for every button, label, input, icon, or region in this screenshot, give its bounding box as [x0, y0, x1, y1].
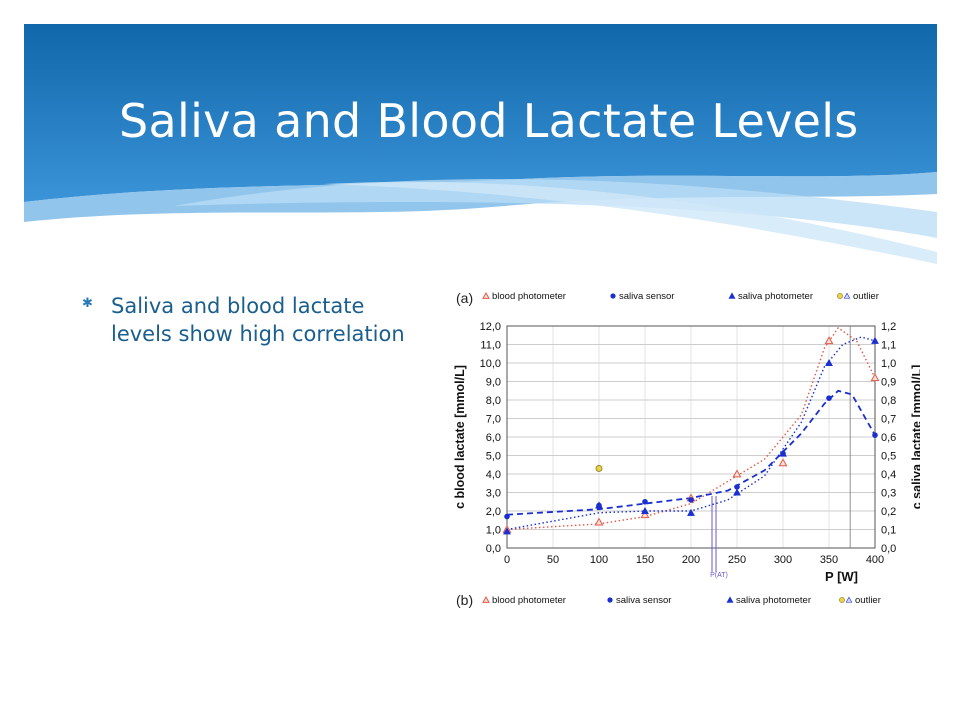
legend-top: blood photometer saliva sensor saliva phot… — [482, 291, 879, 302]
bullet-asterisk-icon: ✱ — [82, 296, 93, 311]
legend-outlier-marker — [843, 292, 851, 299]
y-tick-label: 9,0 — [486, 377, 501, 389]
y-tick-label: 12,0 — [480, 321, 501, 333]
y-tick-label: 7,0 — [486, 414, 501, 426]
x-tick-label: 100 — [590, 554, 608, 566]
y2-tick-label: 1,0 — [881, 358, 896, 370]
saliva-photometer-point — [641, 506, 649, 515]
y-tick-label: 1,0 — [486, 525, 501, 537]
y2-tick-label: 0,2 — [881, 506, 896, 518]
y-axis-label: c blood lactate [mmol/L] — [453, 365, 467, 509]
x-tick-label: 300 — [774, 554, 792, 566]
panel-label-a: (a) — [456, 290, 473, 306]
blood-photometer-point — [732, 469, 742, 478]
y2-tick-label: 0,8 — [881, 395, 896, 407]
pat-marker — [711, 326, 851, 572]
y-tick-label: 8,0 — [486, 395, 501, 407]
legend-saliva-photometer-marker — [726, 596, 734, 603]
y-tick-label: 10,0 — [480, 358, 501, 370]
header-banner: Saliva and Blood Lactate Levels — [24, 24, 937, 264]
legend-saliva-sensor-marker — [610, 293, 616, 299]
header-wave-background — [24, 24, 937, 264]
legend-outlier-marker — [837, 293, 843, 299]
saliva-photometer-point — [733, 488, 741, 496]
legend-blood-photometer-marker — [482, 291, 490, 299]
legend-label: outlier — [855, 595, 881, 606]
blood-photometer-point — [824, 336, 834, 345]
bullet-item: Saliva and blood lactate levels show hig… — [111, 294, 405, 346]
chart-series — [502, 326, 880, 535]
blood-photometer-point — [640, 510, 650, 519]
pat-marker-label: P(AT) — [710, 572, 728, 579]
y2-tick-label: 0,4 — [881, 469, 896, 481]
blood-photometer-point — [594, 517, 604, 526]
x-tick-label: 0 — [504, 554, 510, 566]
blood-photometer-point — [778, 458, 788, 467]
outlier-point — [595, 465, 603, 472]
legend-outlier-marker — [839, 597, 845, 603]
y2-tick-label: 1,2 — [881, 321, 896, 333]
saliva-photometer-point — [503, 527, 511, 535]
lactate-chart: (a) blood photometer saliva sensor saliva … — [453, 290, 920, 608]
legend-saliva-sensor-marker — [607, 597, 613, 603]
saliva-sensor-point — [780, 450, 786, 457]
y2-tick-label: 0,6 — [881, 432, 896, 444]
saliva-photometer-point — [687, 508, 695, 516]
y2-axis-label: c saliva lactate [mmol/L] — [910, 365, 920, 510]
y-tick-label: 6,0 — [486, 432, 501, 444]
y2-tick-label: 0,0 — [881, 543, 896, 555]
x-tick-label: 400 — [866, 554, 884, 566]
legend-saliva-photometer-marker — [728, 292, 736, 299]
y-tick-label: 3,0 — [486, 488, 501, 500]
legend-bottom: blood photometer saliva sensor saliva phot… — [482, 595, 881, 606]
y2-tick-label: 0,1 — [881, 525, 896, 537]
legend-label: saliva photometer — [736, 595, 811, 606]
saliva-photometer-point — [825, 358, 833, 367]
saliva-sensor-point — [596, 502, 602, 509]
legend-label: blood photometer — [492, 291, 566, 302]
y2-tick-label: 1,1 — [881, 340, 896, 352]
y-axis-ticks: 0,0 1,0 2,0 3,0 4,0 5,0 6,0 7,0 8,0 9,0 10,0 11,0 12… — [480, 321, 501, 555]
saliva-sensor-point — [872, 432, 878, 438]
y2-tick-label: 0,7 — [881, 414, 896, 426]
saliva-sensor-point — [688, 497, 694, 503]
saliva-sensor-point — [642, 498, 648, 505]
y-tick-label: 2,0 — [486, 506, 501, 518]
x-tick-label: 350 — [820, 554, 838, 566]
saliva-sensor-fit-line — [506, 389, 876, 516]
y2-tick-label: 0,5 — [881, 451, 896, 463]
legend-label: outlier — [853, 291, 879, 302]
slide-title: Saliva and Blood Lactate Levels — [119, 94, 859, 148]
legend-label: saliva photometer — [738, 291, 813, 302]
saliva-sensor-point — [826, 395, 832, 401]
panel-label-b: (b) — [456, 592, 473, 608]
saliva-photometer-fit-line — [506, 336, 876, 531]
y-tick-label: 11,0 — [480, 340, 501, 352]
blood-photometer-fit-line — [506, 326, 876, 531]
x-tick-label: 150 — [636, 554, 654, 566]
x-tick-label: 200 — [682, 554, 700, 566]
legend-blood-photometer-marker — [482, 595, 490, 603]
y-tick-label: 4,0 — [486, 469, 501, 481]
legend-label: saliva sensor — [616, 595, 671, 606]
y-tick-label: 0,0 — [486, 543, 501, 555]
saliva-photometer-point — [871, 336, 879, 344]
saliva-sensor-point — [734, 484, 740, 490]
y-tick-label: 5,0 — [486, 451, 501, 463]
legend-outlier-marker — [845, 596, 853, 603]
x-axis-label: P [W] — [825, 569, 858, 584]
y2-axis-ticks: 0,0 0,1 0,2 0,3 0,4 0,5 0,6 0,7 0,8 0,9 1,0 1,1 1,2 — [881, 321, 896, 555]
x-tick-label: 250 — [728, 554, 746, 566]
saliva-sensor-point — [504, 513, 510, 520]
legend-label: saliva sensor — [619, 291, 674, 302]
x-axis-ticks: 0 50 100 150 200 250 300 350 400 — [504, 554, 884, 566]
blood-photometer-point — [870, 373, 880, 382]
y2-tick-label: 0,9 — [881, 377, 896, 389]
x-tick-label: 50 — [547, 554, 559, 566]
legend-label: blood photometer — [492, 595, 566, 606]
y2-tick-label: 0,3 — [881, 488, 896, 500]
